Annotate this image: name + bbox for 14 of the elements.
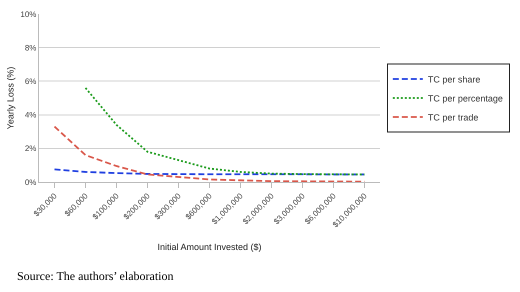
y-tick-label: 8%: [24, 43, 36, 52]
line-series: [54, 126, 366, 182]
y-tick-label: 10%: [20, 10, 36, 19]
x-axis-title: Initial Amount Invested ($): [157, 242, 262, 252]
y-tick-label: 2%: [24, 144, 36, 154]
y-tick-label: 4%: [24, 110, 36, 120]
legend-label: TC per percentage: [428, 94, 503, 104]
legend-label: TC per trade: [428, 112, 478, 123]
line-series: [84, 87, 366, 176]
source-note: Source: The authors’ elaboration: [17, 269, 174, 283]
y-tick-label: 6%: [24, 77, 36, 86]
legend-label: TC per share: [428, 74, 480, 85]
y-axis-title: Yearly Loss (%): [6, 66, 16, 130]
y-tick-label: 0%: [24, 178, 36, 187]
